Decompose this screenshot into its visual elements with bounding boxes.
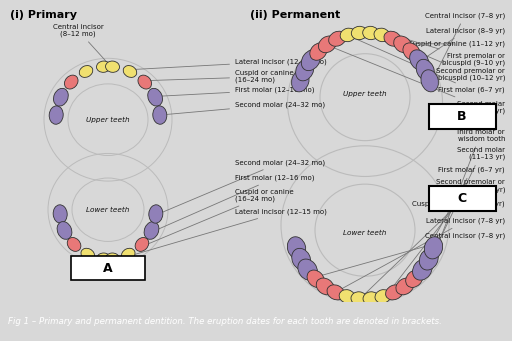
Text: Lower teeth: Lower teeth bbox=[87, 207, 130, 213]
Ellipse shape bbox=[340, 28, 356, 42]
FancyBboxPatch shape bbox=[429, 186, 496, 211]
Text: First molar (6–7 yr): First molar (6–7 yr) bbox=[407, 166, 505, 287]
Ellipse shape bbox=[291, 70, 309, 92]
Ellipse shape bbox=[406, 270, 423, 287]
Ellipse shape bbox=[403, 43, 420, 60]
Ellipse shape bbox=[105, 61, 119, 72]
Ellipse shape bbox=[384, 31, 401, 46]
Ellipse shape bbox=[57, 222, 72, 239]
Text: Lower teeth: Lower teeth bbox=[344, 230, 387, 236]
Text: Lateral incisor (12–24 mo): Lateral incisor (12–24 mo) bbox=[134, 58, 327, 70]
Text: Central incisor
(8–12 mo): Central incisor (8–12 mo) bbox=[53, 24, 106, 61]
Ellipse shape bbox=[327, 285, 345, 300]
Ellipse shape bbox=[81, 248, 95, 260]
Text: Second molar (24–32 mo): Second molar (24–32 mo) bbox=[160, 159, 325, 213]
Ellipse shape bbox=[318, 36, 336, 53]
Ellipse shape bbox=[410, 50, 429, 71]
Ellipse shape bbox=[135, 237, 148, 251]
Text: Central incisor (7–8 yr): Central incisor (7–8 yr) bbox=[425, 12, 505, 77]
Ellipse shape bbox=[144, 222, 159, 239]
Text: Second premolar or
bicuspid (10–12 yr): Second premolar or bicuspid (10–12 yr) bbox=[368, 31, 505, 81]
Ellipse shape bbox=[329, 31, 346, 46]
Ellipse shape bbox=[351, 292, 367, 305]
Ellipse shape bbox=[386, 285, 403, 300]
Text: First molar (12–16 mo): First molar (12–16 mo) bbox=[156, 175, 314, 230]
Ellipse shape bbox=[65, 75, 78, 89]
Text: Upper teeth: Upper teeth bbox=[343, 91, 387, 97]
Text: C: C bbox=[457, 192, 466, 205]
Ellipse shape bbox=[396, 278, 414, 295]
Text: B: B bbox=[457, 110, 467, 123]
Ellipse shape bbox=[302, 50, 321, 71]
Ellipse shape bbox=[148, 88, 162, 106]
Ellipse shape bbox=[295, 59, 314, 81]
Text: First premolar or
bicuspid (9–10 yr): First premolar or bicuspid (9–10 yr) bbox=[390, 34, 505, 66]
Ellipse shape bbox=[53, 205, 67, 223]
Ellipse shape bbox=[287, 237, 306, 259]
Ellipse shape bbox=[53, 88, 68, 106]
Text: Second premolar or
bicuspid (11–12 yr): Second premolar or bicuspid (11–12 yr) bbox=[385, 179, 505, 297]
Text: Second molar
(12–13 yr): Second molar (12–13 yr) bbox=[326, 45, 505, 114]
Text: Cuspid or canine (11–12 yr): Cuspid or canine (11–12 yr) bbox=[408, 41, 505, 47]
Text: Lateral incisor (7–8 yr): Lateral incisor (7–8 yr) bbox=[334, 218, 505, 293]
Text: Second molar (24–32 mo): Second molar (24–32 mo) bbox=[164, 101, 325, 115]
Ellipse shape bbox=[153, 106, 167, 124]
Text: Third molar or
wisdom tooth: Third molar or wisdom tooth bbox=[437, 129, 505, 246]
Ellipse shape bbox=[421, 70, 438, 92]
Text: Cuspid or canine (9–10 yr): Cuspid or canine (9–10 yr) bbox=[359, 200, 505, 299]
FancyBboxPatch shape bbox=[429, 104, 496, 129]
Ellipse shape bbox=[292, 248, 311, 270]
Text: Lateral incisor (12–15 mo): Lateral incisor (12–15 mo) bbox=[132, 208, 327, 255]
Ellipse shape bbox=[121, 248, 135, 260]
Ellipse shape bbox=[105, 253, 119, 264]
Ellipse shape bbox=[138, 75, 152, 89]
Ellipse shape bbox=[67, 237, 81, 251]
Ellipse shape bbox=[310, 43, 327, 60]
Ellipse shape bbox=[374, 28, 390, 42]
Ellipse shape bbox=[149, 205, 163, 223]
Ellipse shape bbox=[49, 106, 63, 124]
Text: Upper teeth: Upper teeth bbox=[86, 117, 130, 123]
Ellipse shape bbox=[298, 259, 317, 280]
Text: First molar (12–16 mo): First molar (12–16 mo) bbox=[160, 87, 314, 96]
Ellipse shape bbox=[362, 26, 379, 40]
Ellipse shape bbox=[123, 65, 137, 77]
Text: Cuspid or canine
(16–24 mo): Cuspid or canine (16–24 mo) bbox=[149, 70, 293, 84]
Ellipse shape bbox=[96, 61, 111, 72]
Text: Second molar
(11–13 yr): Second molar (11–13 yr) bbox=[425, 147, 505, 270]
Ellipse shape bbox=[351, 26, 367, 40]
Ellipse shape bbox=[424, 237, 443, 259]
Ellipse shape bbox=[413, 259, 432, 280]
Ellipse shape bbox=[363, 292, 379, 305]
Ellipse shape bbox=[394, 36, 412, 53]
Ellipse shape bbox=[339, 290, 355, 303]
Ellipse shape bbox=[416, 59, 434, 81]
Text: A: A bbox=[103, 262, 113, 275]
Ellipse shape bbox=[375, 290, 391, 303]
Ellipse shape bbox=[79, 65, 93, 77]
Ellipse shape bbox=[419, 248, 438, 270]
Ellipse shape bbox=[97, 253, 111, 264]
Text: Lateral incisor (8–9 yr): Lateral incisor (8–9 yr) bbox=[425, 27, 505, 58]
Ellipse shape bbox=[307, 270, 324, 287]
Text: Central incisor (7–8 yr): Central incisor (7–8 yr) bbox=[314, 232, 505, 278]
Text: Fig 1 – Primary and permanent dentition. The eruption dates for each tooth are d: Fig 1 – Primary and permanent dentition.… bbox=[8, 317, 441, 326]
FancyBboxPatch shape bbox=[71, 256, 145, 280]
Text: Cuspid or canine
(16–24 mo): Cuspid or canine (16–24 mo) bbox=[146, 189, 293, 245]
Ellipse shape bbox=[316, 278, 334, 295]
Text: (i) Primary: (i) Primary bbox=[10, 10, 77, 20]
Text: (ii) Permanent: (ii) Permanent bbox=[250, 10, 340, 20]
Text: First molar (6–7 yr): First molar (6–7 yr) bbox=[346, 34, 505, 93]
